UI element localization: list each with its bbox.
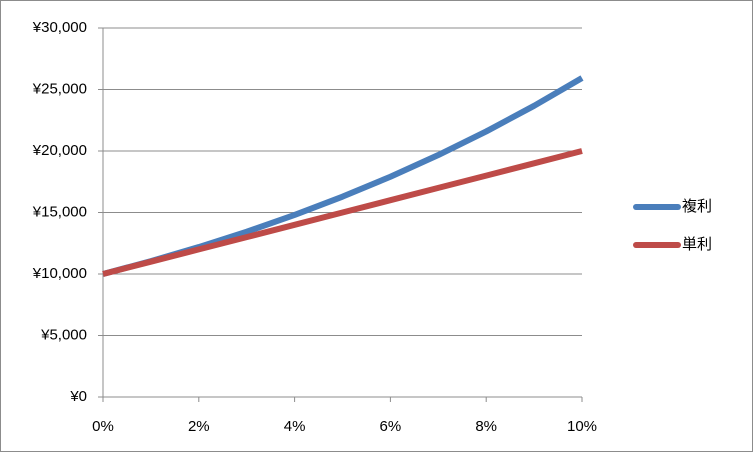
- y-tick-label: ¥30,000: [32, 19, 87, 36]
- x-tick-label: 0%: [92, 418, 114, 435]
- y-tick-label: ¥15,000: [32, 203, 87, 220]
- x-tick-label: 6%: [380, 418, 402, 435]
- x-tick-label: 10%: [567, 418, 597, 435]
- y-tick-label: ¥20,000: [32, 142, 87, 159]
- x-tick-label: 2%: [188, 418, 210, 435]
- y-tick-label: ¥0: [69, 388, 87, 405]
- y-tick-label: ¥10,000: [32, 265, 87, 282]
- x-tick-label: 8%: [475, 418, 497, 435]
- series-line: [102, 148, 583, 277]
- x-tick-label: 4%: [284, 418, 306, 435]
- y-tick-label: ¥25,000: [32, 80, 87, 97]
- y-tick-label: ¥5,000: [40, 326, 87, 343]
- legend-label: 単利: [682, 236, 712, 253]
- legend-label: 複利: [682, 198, 712, 215]
